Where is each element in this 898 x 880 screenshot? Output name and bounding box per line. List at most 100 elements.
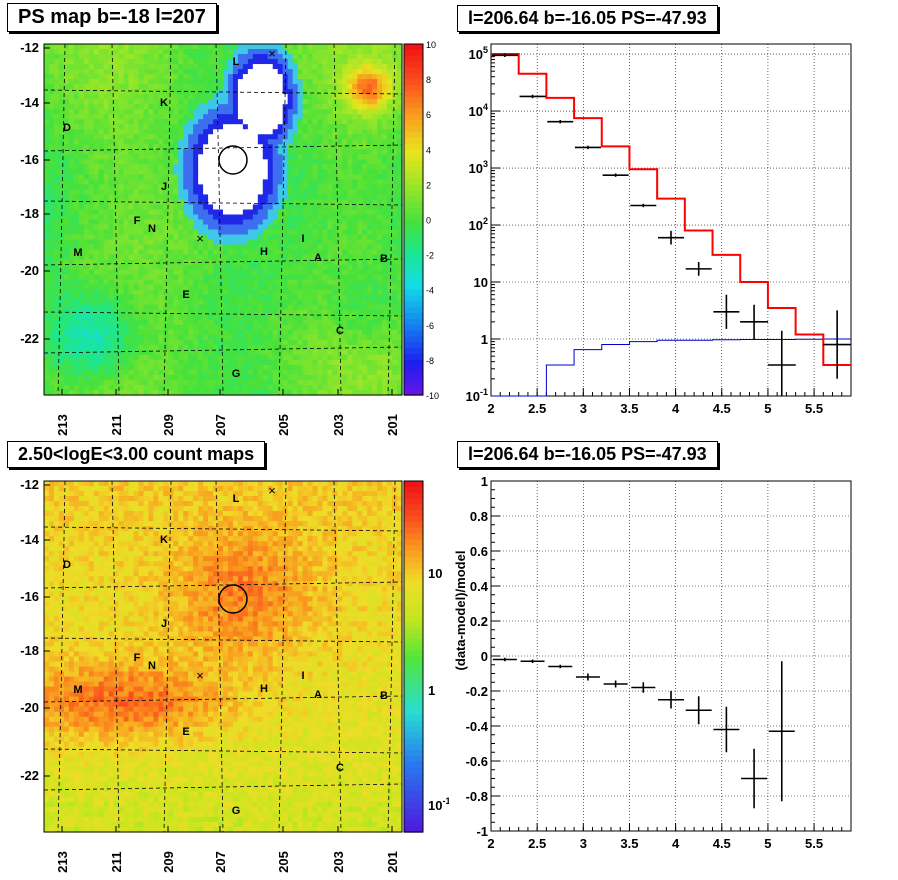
- tl-cell: [123, 214, 130, 221]
- tl-cell: [272, 74, 279, 80]
- tl-cell: [208, 199, 214, 206]
- tl-cell: [73, 74, 80, 80]
- tl-cell: [133, 124, 140, 130]
- tl-cell: [213, 224, 219, 231]
- tl-cell: [252, 104, 259, 110]
- tl-cell: [362, 224, 368, 231]
- tl-cell: [292, 344, 299, 351]
- tl-cell: [44, 369, 50, 376]
- tl-cell: [292, 149, 299, 155]
- tl-cell: [63, 169, 70, 175]
- tl-cell: [342, 119, 348, 125]
- tl-cell: [198, 229, 204, 236]
- tl-cell: [307, 339, 314, 346]
- tl-cell: [362, 94, 368, 100]
- tl-cell: [98, 389, 105, 396]
- tl-cell: [188, 339, 194, 346]
- tl-cell: [377, 119, 383, 125]
- tl-cell: [342, 274, 348, 281]
- tl-cell: [312, 149, 319, 155]
- tl-cell: [282, 324, 289, 331]
- tl-cell: [168, 154, 174, 160]
- tl-cell: [377, 229, 383, 236]
- tl-cell: [158, 109, 164, 115]
- tl-cell: [113, 354, 120, 361]
- tl-cell: [232, 284, 239, 291]
- tl-cell: [128, 74, 135, 80]
- tl-cell: [397, 169, 403, 175]
- tl-cell: [168, 59, 174, 65]
- tl-cell: [183, 179, 189, 185]
- tl-cell: [297, 164, 304, 170]
- tl-cell: [138, 229, 145, 236]
- tl-cell: [367, 179, 373, 185]
- tl-cell: [272, 139, 279, 145]
- tl-cell: [327, 89, 333, 95]
- tl-cell: [367, 129, 373, 135]
- tl-cell: [397, 159, 403, 165]
- tl-cell: [78, 99, 85, 105]
- tl-cell: [312, 249, 319, 256]
- tl-cell: [223, 204, 229, 211]
- tl-cell: [178, 239, 184, 246]
- tl-cell: [133, 169, 140, 175]
- tl-cell: [58, 164, 65, 170]
- tl-cell: [128, 139, 135, 145]
- tl-cell: [138, 289, 145, 296]
- tl-cell: [367, 264, 373, 271]
- tl-cell: [322, 59, 329, 65]
- tl-cell: [98, 279, 105, 286]
- tl-cell: [158, 299, 164, 306]
- tl-cell: [158, 294, 164, 301]
- tl-cell: [218, 44, 224, 50]
- tl-cell: [208, 114, 214, 120]
- tl-cell: [352, 324, 358, 331]
- tl-cell: [173, 184, 179, 191]
- tl-cell: [257, 369, 264, 376]
- tl-cell: [277, 144, 284, 150]
- tl-cell: [397, 119, 403, 125]
- tl-cell: [357, 309, 363, 316]
- tl-cell: [257, 94, 264, 100]
- tl-cell: [138, 224, 145, 231]
- tl-cell: [168, 299, 174, 306]
- tl-cell: [357, 214, 363, 221]
- tl-cell: [78, 339, 85, 346]
- tl-cell: [208, 264, 214, 271]
- tl-cell: [257, 79, 264, 85]
- tl-cell: [203, 214, 209, 221]
- tl-cell: [317, 164, 324, 170]
- tl-cell: [108, 284, 115, 291]
- tl-cell: [188, 284, 194, 291]
- tl-cell: [357, 174, 363, 180]
- tl-cell: [78, 164, 85, 170]
- tl-cell: [267, 224, 274, 231]
- tl-cell: [392, 319, 398, 326]
- tl-cell: [148, 64, 154, 70]
- tl-cell: [93, 279, 100, 286]
- tl-cell: [103, 199, 110, 206]
- tl-cell: [397, 94, 403, 100]
- tl-cell: [247, 304, 254, 311]
- tl-cell: [247, 254, 254, 261]
- tl-cell: [377, 234, 383, 241]
- tl-cell: [163, 209, 169, 216]
- tl-cell: [292, 169, 299, 175]
- tl-cell: [322, 374, 329, 381]
- tl-cell: [397, 129, 403, 135]
- tl-cell: [252, 94, 259, 100]
- tl-cell: [44, 69, 50, 75]
- tl-cell: [337, 174, 343, 180]
- tl-cell: [242, 154, 249, 160]
- tl-cell: [232, 204, 239, 211]
- tl-cell: [227, 129, 234, 135]
- tl-cell: [312, 314, 319, 321]
- tl-cell: [223, 344, 229, 351]
- tl-cell: [227, 69, 234, 75]
- tl-cell: [327, 384, 333, 391]
- tl-cell: [163, 304, 169, 311]
- tl-cell: [397, 189, 403, 196]
- tl-cell: [138, 334, 145, 341]
- tl-cell: [108, 174, 115, 180]
- tl-cell: [362, 159, 368, 165]
